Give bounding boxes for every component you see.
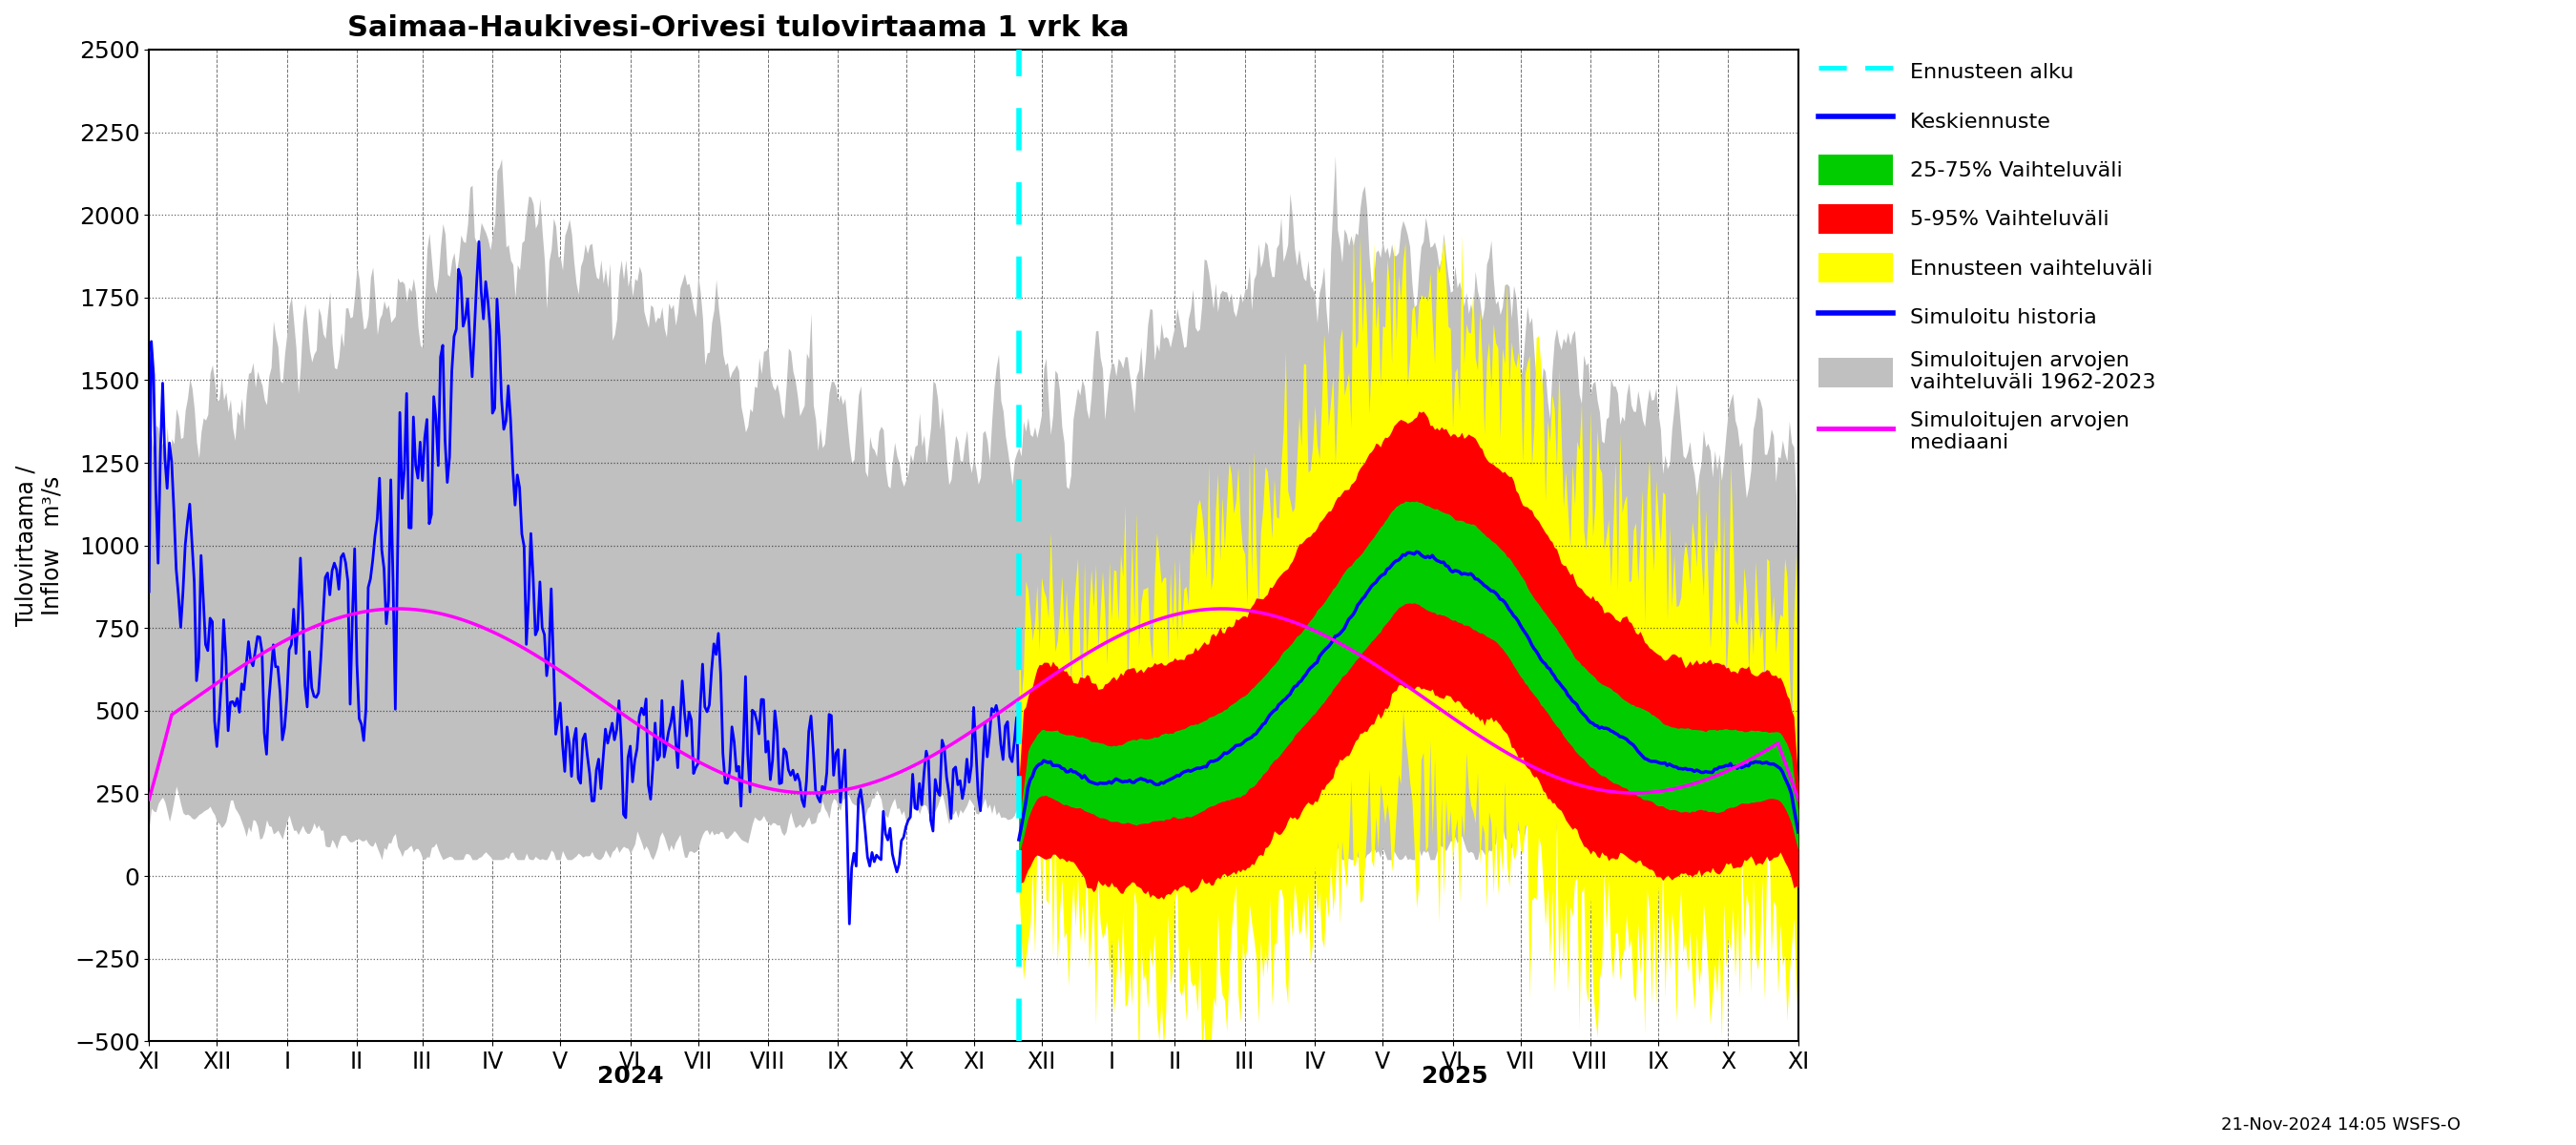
- Text: 2025: 2025: [1422, 1065, 1489, 1088]
- Y-axis label: Tulovirtaama /
Inflow   m³/s: Tulovirtaama / Inflow m³/s: [15, 465, 64, 626]
- Text: Saimaa-Haukivesi-Orivesi tulovirtaama 1 vrk ka: Saimaa-Haukivesi-Orivesi tulovirtaama 1 …: [348, 14, 1128, 42]
- Text: 2024: 2024: [598, 1065, 665, 1088]
- Text: 21-Nov-2024 14:05 WSFS-O: 21-Nov-2024 14:05 WSFS-O: [2221, 1116, 2460, 1134]
- Legend: Ennusteen alku, Keskiennuste, 25-75% Vaihteluväli, 5-95% Vaihteluväli, Ennusteen: Ennusteen alku, Keskiennuste, 25-75% Vai…: [1811, 50, 2161, 459]
